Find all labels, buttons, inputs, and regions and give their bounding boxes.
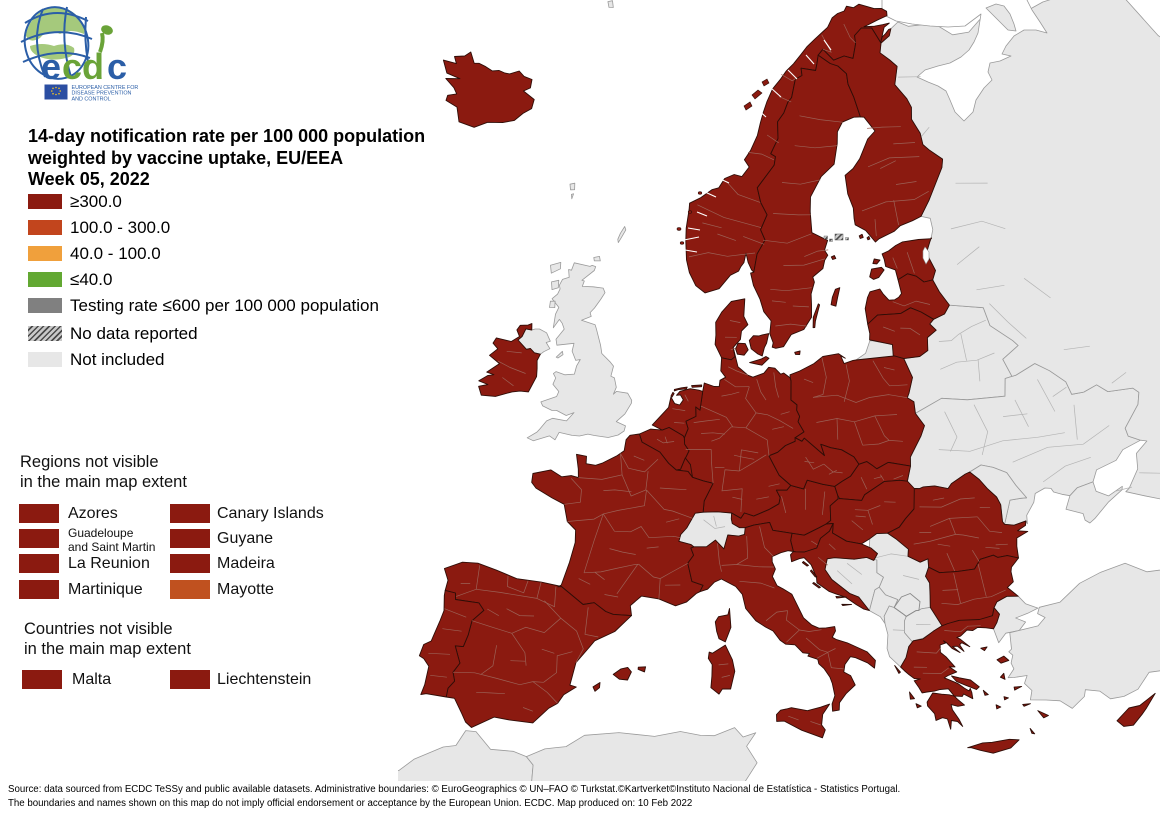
svg-text:AND CONTROL: AND CONTROL [72,96,111,102]
svg-text:DISEASE PREVENTION: DISEASE PREVENTION [72,91,132,97]
svg-text:EUROPEAN CENTRE FOR: EUROPEAN CENTRE FOR [72,85,139,91]
svg-text:e: e [41,46,61,87]
svg-text:c: c [62,46,82,87]
svg-text:c: c [107,46,127,87]
svg-text:d: d [82,46,104,87]
